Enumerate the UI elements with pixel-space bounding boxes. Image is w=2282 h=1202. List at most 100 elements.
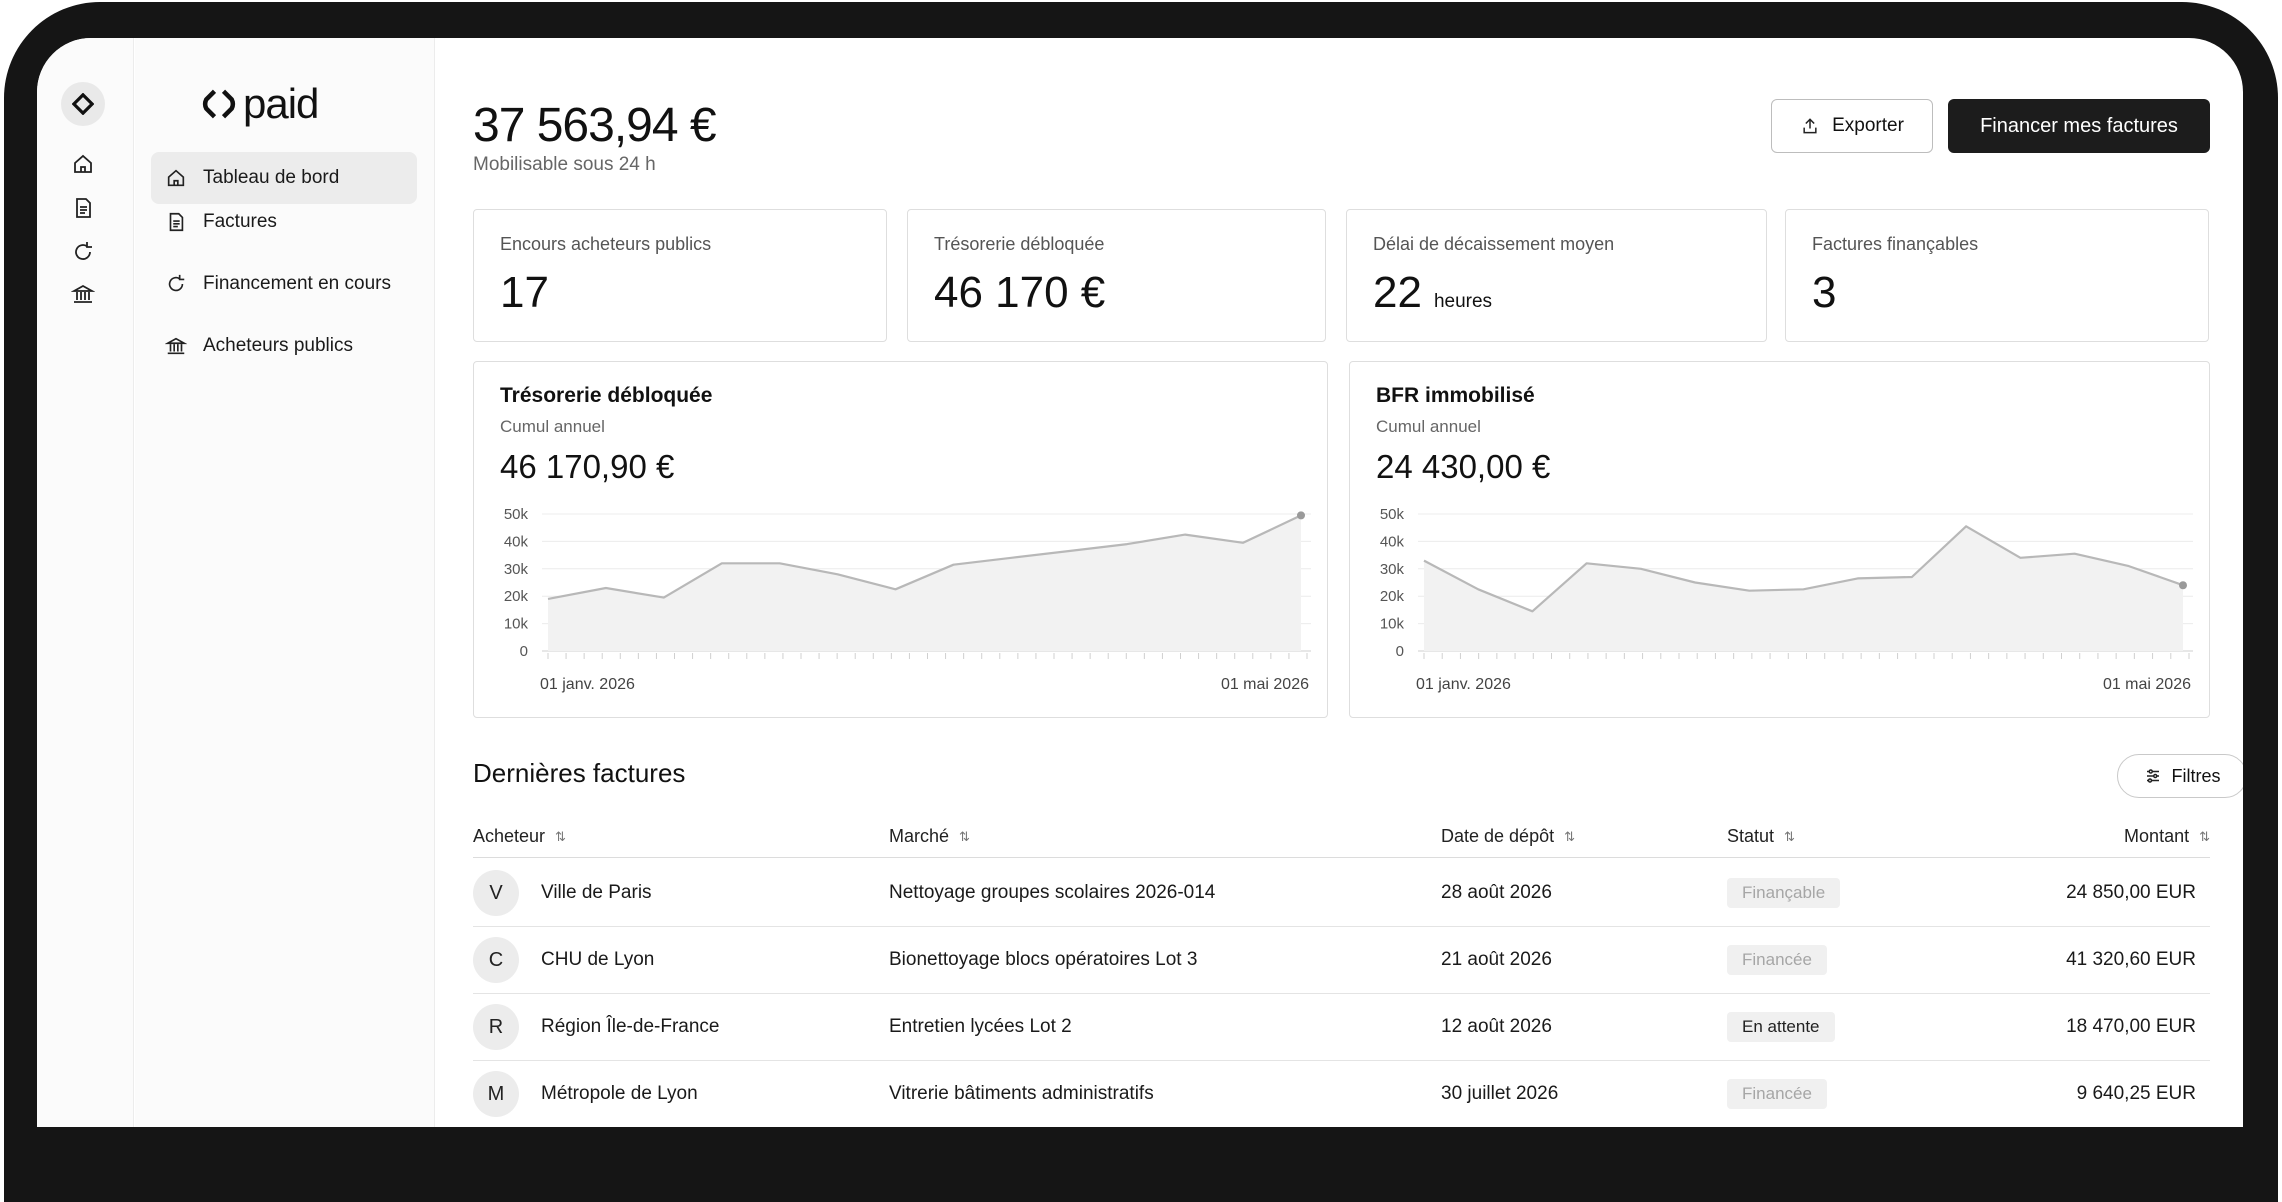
nav-item-label: Tableau de bord — [203, 167, 340, 188]
amount-cell: 18 470,00 EUR — [2066, 1016, 2196, 1037]
amount-cell: 24 850,00 EUR — [2066, 882, 2196, 903]
stat-unit: heures — [1433, 291, 1493, 312]
column-label: Marché — [889, 826, 950, 846]
series-area — [548, 515, 1301, 651]
chart-subtitle: Cumul annuel — [1376, 417, 1481, 436]
filters-label: Filtres — [2171, 765, 2221, 786]
nav-item-buyers[interactable]: Acheteurs publics — [151, 320, 417, 372]
export-button[interactable]: Exporter — [1771, 99, 1933, 153]
refresh-icon — [75, 242, 92, 260]
stat-label: Encours acheteurs publics — [500, 234, 712, 254]
stat-value: 17 — [500, 268, 549, 318]
export-label: Exporter — [1832, 115, 1904, 136]
chart-subtitle: Cumul annuel — [500, 417, 605, 436]
chart-title: Trésorerie débloquée — [500, 384, 713, 407]
table-row[interactable]: M Métropole de Lyon Vitrerie bâtiments a… — [473, 1061, 2210, 1127]
amount-cell: 9 640,25 EUR — [2076, 1083, 2196, 1104]
chart-card-treasury: Trésorerie débloquée Cumul annuel 46 170… — [473, 361, 1328, 718]
stat-card-public-buyers: Encours acheteurs publics 17 — [473, 209, 887, 342]
column-label: Montant — [2124, 826, 2190, 846]
avatar: R — [473, 1004, 519, 1050]
nav-item-dashboard[interactable]: Tableau de bord — [151, 152, 417, 204]
stat-label: Factures finançables — [1812, 234, 1979, 254]
brand-name: paid — [243, 80, 319, 127]
stat-value: 3 — [1812, 268, 1836, 318]
y-tick-label: 40k — [504, 533, 529, 550]
column-header-status[interactable]: Statut ⇅ — [1727, 826, 1795, 847]
balance-amount: 37 563,94 € — [473, 99, 717, 152]
buyer-cell: Région Île-de-France — [541, 1016, 720, 1037]
x-tick-label: 01 mai 2026 — [2103, 676, 2191, 693]
bfr-chart: 0 10k 20k 30k 40k 50k 01 janv. 2026 01 mai 2026 — [1380, 506, 2193, 693]
side-nav: paid Tableau de bord Factures Financemen… — [135, 38, 435, 1127]
stat-label: Trésorerie débloquée — [934, 234, 1105, 254]
y-tick-label: 0 — [520, 643, 528, 660]
stat-number: 3 — [1812, 268, 1837, 317]
status-cell: Financée — [1727, 927, 1827, 993]
last-point-marker — [1297, 511, 1305, 520]
document-icon — [76, 198, 91, 218]
avatar: M — [473, 1071, 519, 1117]
filters-button[interactable]: Filtres — [2117, 754, 2243, 798]
status-badge: Financée — [1727, 945, 1827, 975]
table-row[interactable]: R Région Île-de-France Entretien lycées … — [473, 994, 2210, 1061]
stat-value: 46 170 € — [934, 268, 1105, 318]
upload-icon — [1803, 118, 1817, 134]
chart-total: 46 170,90 € — [500, 448, 675, 485]
nav-item-financing[interactable]: Financement en cours — [151, 258, 417, 310]
nav-item-label: Financement en cours — [203, 273, 391, 294]
y-tick-label: 0 — [1396, 643, 1404, 660]
invoices-section-title: Dernières factures — [473, 758, 686, 788]
status-cell: Finançable — [1727, 860, 1841, 926]
y-tick-label: 40k — [1380, 533, 1405, 550]
nav-item-invoices[interactable]: Factures — [151, 196, 417, 248]
y-tick-label: 10k — [1380, 616, 1405, 633]
y-tick-label: 50k — [1380, 506, 1405, 523]
refresh-icon — [168, 274, 185, 292]
column-header-date[interactable]: Date de dépôt ⇅ — [1441, 826, 1575, 847]
bank-icon — [71, 284, 95, 303]
balance-subtitle: Mobilisable sous 24 h — [473, 154, 656, 175]
market-cell: Bionettoyage blocs opératoires Lot 3 — [889, 949, 1198, 970]
rail-invoices-button[interactable] — [61, 186, 105, 230]
column-header-amount[interactable]: Montant ⇅ — [2124, 826, 2210, 847]
document-icon — [169, 212, 184, 232]
column-header-market[interactable]: Marché ⇅ — [889, 826, 970, 847]
x-tick-label: 01 janv. 2026 — [540, 676, 635, 693]
date-cell: 28 août 2026 — [1441, 882, 1552, 903]
date-cell: 12 août 2026 — [1441, 1016, 1552, 1037]
series-line — [1423, 525, 2184, 613]
sort-icon: ⇅ — [2199, 828, 2210, 844]
stat-card-financeable-invoices: Factures finançables 3 — [1785, 209, 2209, 342]
invoices-table-header: Acheteur ⇅ Marché ⇅ Date de dépôt ⇅ Statut ⇅… — [473, 816, 2210, 858]
sliders-icon — [2146, 769, 2159, 783]
chart-title: BFR immobilisé — [1376, 384, 1535, 407]
icon-rail — [37, 38, 134, 1127]
stat-label: Délai de décaissement moyen — [1373, 234, 1615, 254]
stat-number: 17 — [500, 268, 549, 317]
rail-financing-button[interactable] — [61, 230, 105, 274]
finance-invoices-button[interactable]: Financer mes factures — [1948, 99, 2210, 153]
column-header-buyer[interactable]: Acheteur ⇅ — [473, 826, 566, 847]
y-tick-label: 30k — [504, 561, 529, 578]
rail-logo-button[interactable] — [61, 82, 105, 126]
rail-home-button[interactable] — [61, 142, 105, 186]
buyer-cell: Métropole de Lyon — [541, 1083, 698, 1104]
table-row[interactable]: V Ville de Paris Nettoyage groupes scola… — [473, 860, 2210, 927]
bank-icon — [165, 337, 187, 355]
treasury-chart: 0 10k 20k 30k 40k 50k 01 janv. 2026 01 mai 2026 — [504, 506, 1311, 693]
chart-card-bfr: BFR immobilisé Cumul annuel 24 430,00 € … — [1349, 361, 2210, 718]
table-row[interactable]: C CHU de Lyon Bionettoyage blocs opérato… — [473, 927, 2210, 994]
column-label: Acheteur — [473, 826, 546, 846]
status-cell: Financée — [1727, 1061, 1827, 1127]
sort-icon: ⇅ — [555, 828, 566, 844]
avatar: V — [473, 870, 519, 916]
rail-buyers-button[interactable] — [61, 272, 105, 316]
buyer-cell: CHU de Lyon — [541, 949, 655, 970]
brand-logo: paid — [201, 80, 319, 128]
avatar: C — [473, 937, 519, 983]
y-tick-label: 20k — [1380, 588, 1405, 605]
status-badge: Finançable — [1727, 878, 1841, 908]
stat-value: 22 heures — [1373, 268, 1492, 318]
x-tick-label: 01 janv. 2026 — [1416, 676, 1511, 693]
